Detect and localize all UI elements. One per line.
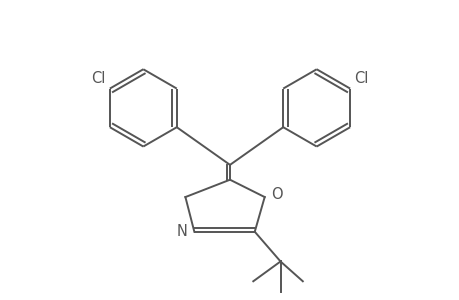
- Text: Cl: Cl: [91, 71, 106, 86]
- Text: N: N: [177, 224, 187, 239]
- Text: Cl: Cl: [353, 71, 368, 86]
- Text: O: O: [270, 187, 282, 202]
